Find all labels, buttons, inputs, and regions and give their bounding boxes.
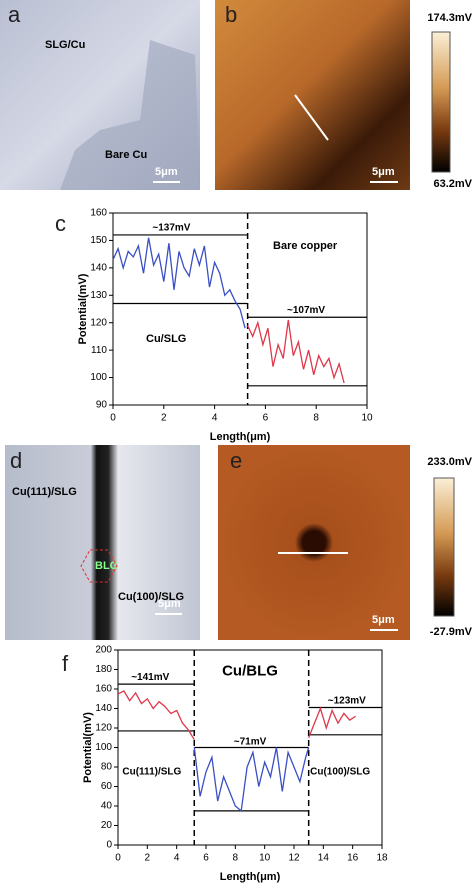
y-tick-label: 20 xyxy=(101,820,113,831)
x-tick-label: 8 xyxy=(233,853,239,864)
annotation: ~123mV xyxy=(328,695,366,706)
panel-label: a xyxy=(8,2,21,27)
y-tick-label: 120 xyxy=(95,723,112,734)
panel-label: f xyxy=(62,651,69,676)
panel-label: d xyxy=(10,448,22,473)
x-tick-label: 2 xyxy=(161,413,167,424)
image-label: Cu(100)/SLG xyxy=(118,591,184,603)
y-tick-label: 160 xyxy=(95,684,112,695)
image-d xyxy=(5,445,200,640)
region xyxy=(60,40,200,190)
y-tick-label: 100 xyxy=(90,372,107,383)
colorbar xyxy=(431,31,451,173)
x-tick-label: 16 xyxy=(347,853,359,864)
colorbar-min: 63.2mV xyxy=(433,178,472,190)
x-axis-label: Length(μm) xyxy=(210,431,271,443)
x-tick-label: 6 xyxy=(263,413,269,424)
annotation: Cu/BLG xyxy=(222,662,278,679)
y-axis-label: Potential(mV) xyxy=(77,273,89,344)
annotation: Cu/SLG xyxy=(146,333,186,345)
image-b xyxy=(215,0,410,190)
colorbar xyxy=(433,477,455,617)
y-tick-label: 120 xyxy=(90,317,107,328)
annotation: Cu(111)/SLG xyxy=(122,767,181,778)
x-tick-label: 0 xyxy=(115,853,121,864)
data-line xyxy=(117,690,195,741)
scale-label: 5μm xyxy=(158,598,181,610)
x-tick-label: 12 xyxy=(288,853,300,864)
x-tick-label: 0 xyxy=(110,413,116,424)
annotation: Bare copper xyxy=(273,240,338,252)
scale-label: 5μm xyxy=(372,166,395,178)
y-tick-label: 200 xyxy=(95,645,112,656)
y-tick-label: 140 xyxy=(95,703,112,714)
x-tick-label: 10 xyxy=(361,413,373,424)
scale-label: 5μm xyxy=(372,614,395,626)
annotation: Cu(100)/SLG xyxy=(310,767,370,778)
panel-b: b 5μm 174.3mV 63.2mV xyxy=(215,0,473,190)
panel-label: e xyxy=(230,448,242,473)
panel-a: a SLG/Cu Bare Cu 5μm xyxy=(0,0,200,190)
x-tick-label: 4 xyxy=(212,413,218,424)
scale-label: 5μm xyxy=(155,166,178,178)
image-e xyxy=(218,445,410,640)
y-tick-label: 60 xyxy=(101,781,113,792)
x-tick-label: 10 xyxy=(259,853,271,864)
x-tick-label: 2 xyxy=(145,853,151,864)
plot-frame xyxy=(112,212,368,406)
data-line xyxy=(308,706,356,739)
x-tick-label: 4 xyxy=(174,853,180,864)
x-tick-label: 8 xyxy=(313,413,319,424)
y-tick-label: 130 xyxy=(90,290,107,301)
x-tick-label: 14 xyxy=(318,853,330,864)
y-tick-label: 90 xyxy=(96,400,108,411)
panel-label: c xyxy=(55,211,66,236)
y-tick-label: 100 xyxy=(95,742,112,753)
y-tick-label: 180 xyxy=(95,664,112,675)
y-tick-label: 80 xyxy=(101,762,113,773)
colorbar-min: -27.9mV xyxy=(430,626,473,638)
annotation: ~107mV xyxy=(287,305,325,316)
image-label: SLG/Cu xyxy=(45,39,85,51)
x-axis-label: Length(μm) xyxy=(220,871,281,883)
y-tick-label: 40 xyxy=(101,801,113,812)
panel-label: b xyxy=(225,2,237,27)
y-tick-label: 0 xyxy=(106,840,112,851)
annotation: ~141mV xyxy=(131,672,169,683)
image-label: BLG xyxy=(95,560,118,572)
x-tick-label: 6 xyxy=(203,853,209,864)
y-tick-label: 140 xyxy=(90,262,107,273)
data-line xyxy=(247,319,345,384)
y-axis-label: Potential(mV) xyxy=(82,712,94,783)
y-tick-label: 150 xyxy=(90,235,107,246)
hexagon xyxy=(80,549,118,583)
image-label: Bare Cu xyxy=(105,149,147,161)
image-label: Cu(111)/SLG xyxy=(12,486,77,498)
x-tick-label: 18 xyxy=(376,853,388,864)
y-tick-label: 160 xyxy=(90,208,107,219)
y-tick-label: 110 xyxy=(91,345,107,356)
data-line xyxy=(193,747,310,813)
panel-d: d Cu(111)/SLG Cu(100)/SLG BLG 5μm xyxy=(5,445,200,640)
panel-e: e 5μm 233.0mV -27.9mV xyxy=(218,445,473,640)
colorbar-max: 233.0mV xyxy=(427,456,472,468)
scan-line xyxy=(294,94,329,141)
data-line xyxy=(112,237,246,329)
annotation: ~137mV xyxy=(152,223,190,234)
annotation: ~71mV xyxy=(234,736,267,747)
colorbar-max: 174.3mV xyxy=(427,12,472,24)
